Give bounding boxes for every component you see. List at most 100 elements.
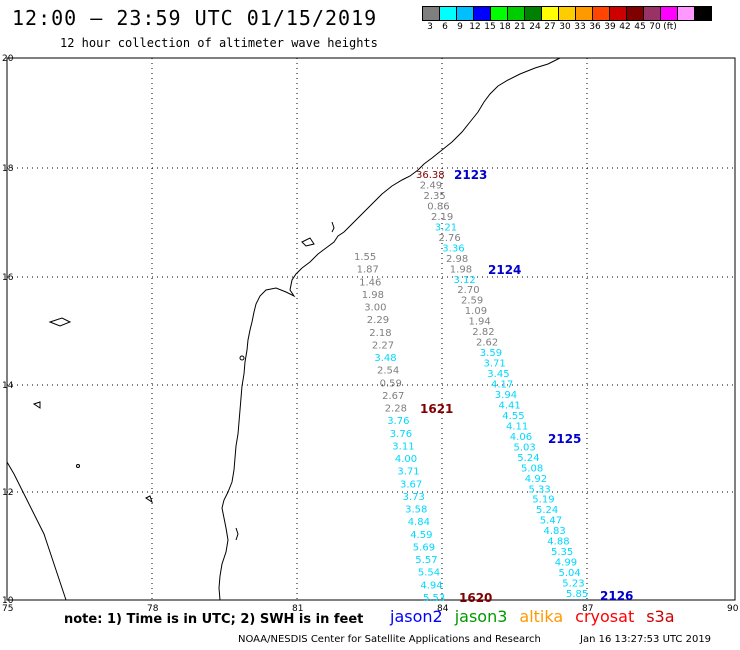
wave-height-value: 5.08: [521, 463, 543, 474]
lat-label-16: 16: [2, 273, 14, 283]
wave-height-value: 3.67: [400, 479, 422, 490]
island-sw2: [32, 401, 41, 409]
colorbar-label: 27: [544, 22, 556, 32]
wave-height-value: 0.86: [427, 201, 449, 212]
wave-height-value: 4.11: [506, 421, 528, 432]
wave-height-value: 2.27: [372, 340, 394, 351]
wave-height-value: 3.76: [390, 429, 412, 440]
wave-height-value: 3.58: [405, 505, 427, 516]
coastline-mainland: [218, 57, 561, 601]
colorbar-label: 70: [649, 22, 661, 32]
wave-height-value: 2.19: [431, 212, 453, 223]
legend-item-jason3: jason3: [454, 607, 508, 626]
island-sw1: [48, 317, 72, 327]
lon-label-87: 87: [582, 604, 593, 614]
colorbar-label: 12: [469, 22, 481, 32]
wave-height-value: 2.98: [446, 254, 468, 265]
wave-height-value: 4.99: [555, 558, 577, 569]
wave-height-value: 3.48: [374, 353, 396, 364]
colorbar-swatch: [694, 6, 712, 21]
island-dot: [239, 355, 245, 361]
wave-height-value: 4.55: [502, 411, 524, 422]
wave-height-value: 3.36: [442, 243, 464, 254]
wave-height-value: 3.71: [484, 359, 506, 370]
wave-height-value: 3.71: [397, 467, 419, 478]
wave-height-value: 4.83: [544, 526, 566, 537]
pass-label-1621: 1621: [420, 402, 453, 416]
wave-height-value: 5.24: [517, 453, 539, 464]
island-sw4: [235, 527, 239, 541]
lon-label-84: 84: [437, 604, 449, 614]
wave-height-value: 2.54: [377, 366, 399, 377]
generation-timestamp: Jan 16 13:27:53 UTC 2019: [580, 634, 712, 645]
wave-height-value: 5.35: [551, 547, 573, 558]
wave-height-value: 4.41: [499, 401, 521, 412]
wave-height-value: 36.38: [416, 170, 445, 181]
wave-height-value: 2.67: [382, 391, 404, 402]
island-sw3: [145, 495, 153, 504]
colorbar-label: (ft): [663, 22, 677, 32]
wave-height-value: 2.18: [369, 328, 391, 339]
wave-height-value: 3.59: [480, 348, 502, 359]
legend-item-altika: altika: [519, 607, 564, 626]
lon-label-75: 75: [2, 604, 13, 614]
footnote: note: 1) Time is in UTC; 2) SWH is in fe…: [64, 612, 364, 627]
colorbar-label: 30: [559, 22, 571, 32]
wave-height-value: 4.17: [491, 380, 513, 391]
colorbar-label: 18: [499, 22, 511, 32]
colorbar-label: 21: [514, 22, 526, 32]
wave-height-value: 3.45: [487, 369, 509, 380]
map-frame: [6, 57, 736, 601]
map-subtitle: 12 hour collection of altimeter wave hei…: [60, 36, 378, 50]
map-title: 12:00 – 23:59 UTC 01/15/2019: [12, 6, 378, 30]
wave-height-value: 3.94: [495, 390, 517, 401]
legend-item-s3a: s3a: [646, 607, 675, 626]
wave-height-value: 5.24: [536, 505, 558, 516]
wave-height-value: 4.59: [410, 530, 432, 541]
colorbar-label: 39: [604, 22, 616, 32]
lat-label-12: 12: [2, 488, 13, 498]
wave-height-value: 1.87: [357, 265, 379, 276]
coastline-west: [6, 461, 67, 601]
wave-height-value: 3.76: [387, 416, 409, 427]
colorbar-label: 6: [442, 22, 448, 32]
wave-height-value: 1.98: [362, 290, 384, 301]
wave-height-value: 3.21: [435, 222, 457, 233]
wave-height-value: 5.69: [413, 543, 435, 554]
colorbar-label: 36: [589, 22, 601, 32]
colorbar-label: 24: [529, 22, 541, 32]
wave-height-value: 2.29: [367, 315, 389, 326]
wave-height-value: 0.59: [380, 378, 402, 389]
wave-height-value: 5.04: [559, 568, 581, 579]
island-gulf: [301, 237, 315, 247]
colorbar-label: 42: [619, 22, 631, 32]
wave-height-value: 2.49: [420, 181, 442, 192]
pass-label-2125: 2125: [548, 432, 581, 446]
wave-height-value: 1.46: [359, 277, 381, 288]
satellite-legend: jason2 jason3 altika cryosat s3a: [390, 607, 687, 626]
lat-label-10: 10: [2, 596, 14, 606]
wave-height-value: 2.76: [439, 233, 461, 244]
wave-height-colorbar: [422, 6, 712, 21]
wave-height-value: 3.00: [364, 303, 386, 314]
graticule: [7, 58, 735, 600]
colorbar-label: 33: [574, 22, 586, 32]
pass-label-2124: 2124: [488, 263, 521, 277]
lat-label-20: 20: [2, 54, 14, 64]
altimeter-track-2: 36.382.492.350.862.193.212.763.362.981.9…: [416, 170, 588, 600]
pass-label-1620: 1620: [459, 591, 492, 605]
wave-height-value: 2.28: [385, 404, 407, 415]
colorbar-labels: 3 6 9 12 15 18 21 24 27 30 33 36 39 42 45 70 (ft): [422, 22, 677, 32]
wave-height-value: 5.85: [566, 589, 588, 600]
lon-label-90: 90: [727, 604, 739, 614]
wave-height-value: 1.09: [465, 306, 487, 317]
pass-label-2126: 2126: [600, 589, 633, 603]
wave-height-value: 2.35: [424, 191, 446, 202]
wave-height-value: 5.19: [532, 495, 554, 506]
wave-height-value: 4.94: [420, 580, 442, 591]
island-north: [331, 221, 335, 233]
wave-height-value: 5.03: [514, 442, 536, 453]
legend-item-jason2: jason2: [390, 607, 443, 626]
wave-height-value: 4.06: [510, 432, 532, 443]
